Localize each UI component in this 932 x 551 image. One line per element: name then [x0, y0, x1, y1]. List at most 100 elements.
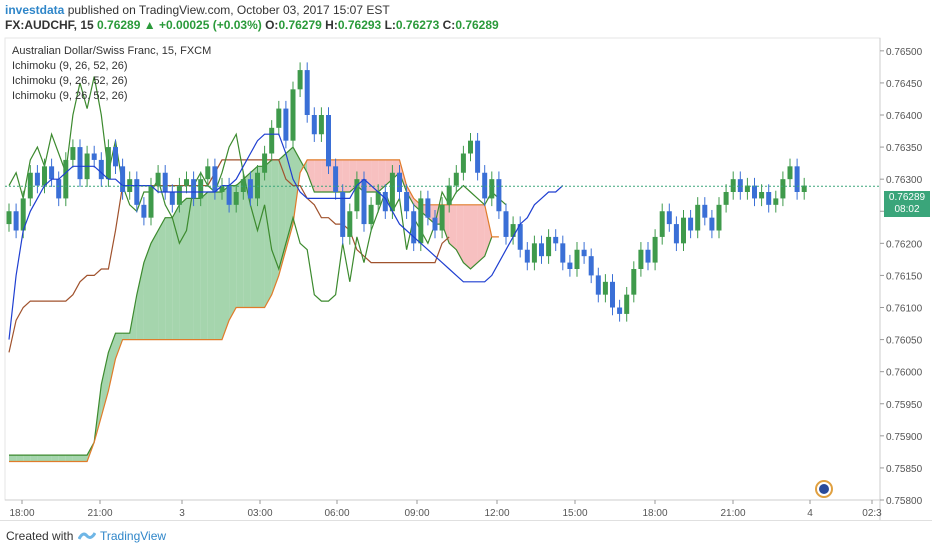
- candle-body: [524, 249, 530, 263]
- candle-body: [155, 172, 161, 186]
- tenkan-sen-line: [8, 133, 564, 340]
- cloud-bullish-segment: [101, 352, 109, 417]
- legend-indicator-2[interactable]: Ichimoku (9, 26, 52, 26): [12, 75, 128, 87]
- cloud-bullish-segment: [158, 217, 166, 340]
- legend-indicator-3[interactable]: Ichimoku (9, 26, 52, 26): [12, 90, 128, 102]
- candle-body: [297, 70, 303, 90]
- candle-body: [326, 115, 331, 167]
- candle-body: [709, 217, 715, 231]
- legend-title: Australian Dollar/Swiss Franc, 15, FXCM: [12, 45, 212, 57]
- candle-body: [425, 198, 431, 218]
- candle-body: [233, 192, 239, 205]
- cloud-bullish-segment: [80, 455, 88, 462]
- candle-body: [503, 211, 509, 237]
- candle-body: [397, 172, 402, 192]
- candle-body: [318, 115, 324, 135]
- chart-header: investdata published on TradingView.com,…: [0, 0, 932, 34]
- cloud-bullish-segment: [165, 217, 173, 340]
- y-tick-label: 0.76100: [886, 304, 923, 315]
- cloud-bearish-segment: [463, 204, 471, 269]
- candle-body: [673, 224, 679, 244]
- cloud-bullish-segment: [136, 262, 144, 340]
- cloud-bullish-segment: [23, 455, 31, 462]
- cloud-bullish-segment: [193, 198, 201, 340]
- cloud-bullish-segment: [143, 243, 151, 340]
- open-value: 0.76279: [278, 18, 322, 32]
- cloud-bearish-segment: [456, 204, 464, 263]
- x-tick-label: 03:00: [247, 508, 272, 519]
- candle-body: [510, 224, 516, 237]
- candle-body: [333, 166, 339, 192]
- close-value: 0.76289: [455, 18, 499, 32]
- candle-body: [744, 185, 750, 192]
- change-value: +0.00025 (+0.03%): [159, 18, 262, 32]
- cloud-bearish-segment: [378, 159, 386, 192]
- ohlc-line: FX:AUDCHF, 15 0.76289 ▲ +0.00025 (+0.03%…: [5, 18, 499, 32]
- cloud-bullish-segment: [257, 166, 265, 308]
- candle-body: [624, 294, 630, 314]
- cloud-bearish-segment: [342, 159, 350, 192]
- candle-body: [49, 166, 55, 180]
- legend-indicator-1[interactable]: Ichimoku (9, 26, 52, 26): [12, 60, 128, 72]
- cloud-bullish-segment: [207, 192, 215, 340]
- candle-body: [546, 236, 552, 257]
- cloud-bullish-segment: [243, 172, 251, 308]
- cloud-bullish-segment: [200, 192, 208, 340]
- candle-body: [517, 224, 523, 250]
- cloud-bullish-segment: [250, 166, 258, 308]
- candle-body: [212, 166, 218, 192]
- tradingview-brand[interactable]: TradingView: [100, 529, 167, 543]
- x-tick-label: 18:00: [9, 508, 34, 519]
- candle-body: [198, 179, 204, 199]
- x-tick-label: 15:00: [562, 508, 587, 519]
- x-tick-label: 3: [179, 508, 185, 519]
- cloud-bullish-segment: [214, 192, 222, 340]
- candle-body: [56, 179, 62, 199]
- candle-body: [787, 166, 793, 180]
- candle-body: [475, 140, 481, 173]
- y-tick-label: 0.76050: [886, 336, 923, 347]
- x-tick-label: 4: [807, 508, 813, 519]
- price-chart[interactable]: 0.76500 0.76450 0.76400 0.76350 0.76300 0.762…: [0, 34, 932, 520]
- candle-body: [496, 179, 502, 212]
- candle-body: [588, 256, 594, 276]
- candle-body: [269, 127, 275, 154]
- current-price-tag-value: 0.76289: [888, 192, 926, 203]
- cloud-bullish-segment: [9, 455, 17, 462]
- candle-body: [766, 192, 772, 205]
- candle-body: [382, 192, 388, 212]
- candle-body: [439, 204, 445, 231]
- cloud-bullish-segment: [16, 455, 24, 462]
- author-name[interactable]: investdata: [5, 3, 65, 17]
- cloud-bullish-segment: [229, 185, 237, 321]
- candle-body: [631, 269, 637, 295]
- cloud-bullish-segment: [51, 455, 59, 462]
- open-label: O:: [265, 18, 279, 32]
- y-tick-label: 0.75950: [886, 400, 923, 411]
- candle-body: [638, 249, 644, 269]
- low-value: 0.76273: [395, 18, 440, 32]
- candle-body: [240, 179, 246, 192]
- cloud-bearish-segment: [484, 204, 492, 257]
- candle-body: [695, 204, 701, 231]
- cloud-bullish-segment: [222, 185, 230, 340]
- candle-body: [162, 172, 168, 192]
- candle-body: [304, 70, 310, 115]
- candle-body: [276, 108, 282, 128]
- candle-body: [489, 179, 495, 199]
- candle-body: [13, 211, 19, 231]
- last-price: 0.76289: [97, 18, 141, 32]
- candle-body: [361, 179, 367, 225]
- cloud-bullish-segment: [186, 198, 194, 340]
- candle-body: [404, 192, 410, 212]
- x-tick-label: 18:00: [642, 508, 667, 519]
- candle-body: [6, 211, 12, 225]
- candle-body: [77, 147, 83, 180]
- cloud-bearish-segment: [371, 159, 379, 192]
- y-tick-label: 0.76150: [886, 271, 923, 282]
- candle-body: [453, 172, 459, 186]
- y-tick-label: 0.76350: [886, 143, 923, 154]
- cloud-bullish-segment: [65, 455, 73, 462]
- candle-body: [20, 198, 26, 231]
- candle-body: [91, 153, 97, 160]
